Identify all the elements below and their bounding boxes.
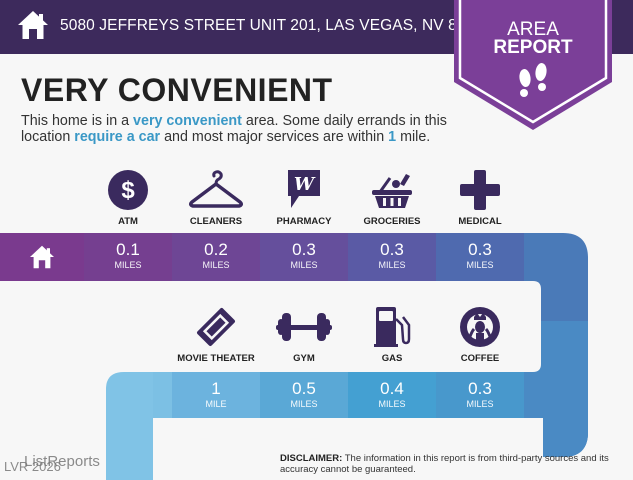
category-groceries: GROCERIES bbox=[348, 170, 436, 227]
category-atm: $ ATM bbox=[84, 170, 172, 227]
category-pharmacy: W PHARMACY bbox=[260, 170, 348, 227]
ticket-icon bbox=[197, 308, 235, 346]
home-icon bbox=[18, 11, 48, 39]
distance-gym: 0.5 MILES bbox=[260, 372, 348, 418]
lower-panel bbox=[153, 418, 543, 480]
walgreens-icon: W bbox=[288, 170, 320, 208]
category-coffee: COFFEE bbox=[436, 307, 524, 364]
starbucks-icon bbox=[460, 307, 500, 347]
distance-movie-theater: 1 MILE bbox=[172, 372, 260, 418]
category-medical: MEDICAL bbox=[436, 170, 524, 227]
property-address: 5080 JEFFREYS STREET UNIT 201, LAS VEGAS… bbox=[60, 17, 491, 34]
distance-atm: 0.1 MILES bbox=[84, 233, 172, 281]
category-gym: GYM bbox=[260, 307, 348, 364]
distance-coffee: 0.3 MILES bbox=[436, 372, 524, 418]
distance-pharmacy: 0.3 MILES bbox=[260, 233, 348, 281]
disclaimer: DISCLAIMER: The information in this repo… bbox=[280, 453, 609, 475]
home-icon bbox=[30, 245, 54, 269]
medical-cross-icon bbox=[460, 170, 500, 210]
category-movie-theater: MOVIE THEATER bbox=[172, 307, 260, 364]
distance-gas: 0.4 MILES bbox=[348, 372, 436, 418]
svg-text:$: $ bbox=[121, 177, 135, 204]
distance-groceries: 0.3 MILES bbox=[348, 233, 436, 281]
footprints-icon bbox=[519, 63, 547, 97]
distance-medical: 0.3 MILES bbox=[436, 233, 524, 281]
dollar-icon: $ bbox=[108, 170, 148, 210]
hanger-icon bbox=[188, 170, 244, 208]
basket-icon bbox=[372, 174, 412, 208]
area-report-badge: AREA REPORT bbox=[452, 0, 614, 132]
gas-pump-icon bbox=[374, 307, 411, 347]
dumbbell-icon bbox=[276, 313, 332, 341]
svg-text:W: W bbox=[294, 174, 316, 195]
badge-line1: AREA bbox=[507, 19, 559, 40]
convenience-description: This home is in a very convenient area. … bbox=[21, 113, 447, 145]
home-cell bbox=[0, 233, 84, 281]
listreports-logo: ListReports bbox=[24, 453, 100, 470]
convenience-title: VERY CONVENIENT bbox=[21, 72, 333, 108]
band-connector bbox=[153, 372, 172, 418]
category-cleaners: CLEANERS bbox=[172, 170, 260, 227]
mls-watermark: LVR 2026 bbox=[4, 459, 61, 474]
badge-line2: REPORT bbox=[493, 37, 573, 58]
category-gas: GAS bbox=[348, 307, 436, 364]
distance-cleaners: 0.2 MILES bbox=[172, 233, 260, 281]
